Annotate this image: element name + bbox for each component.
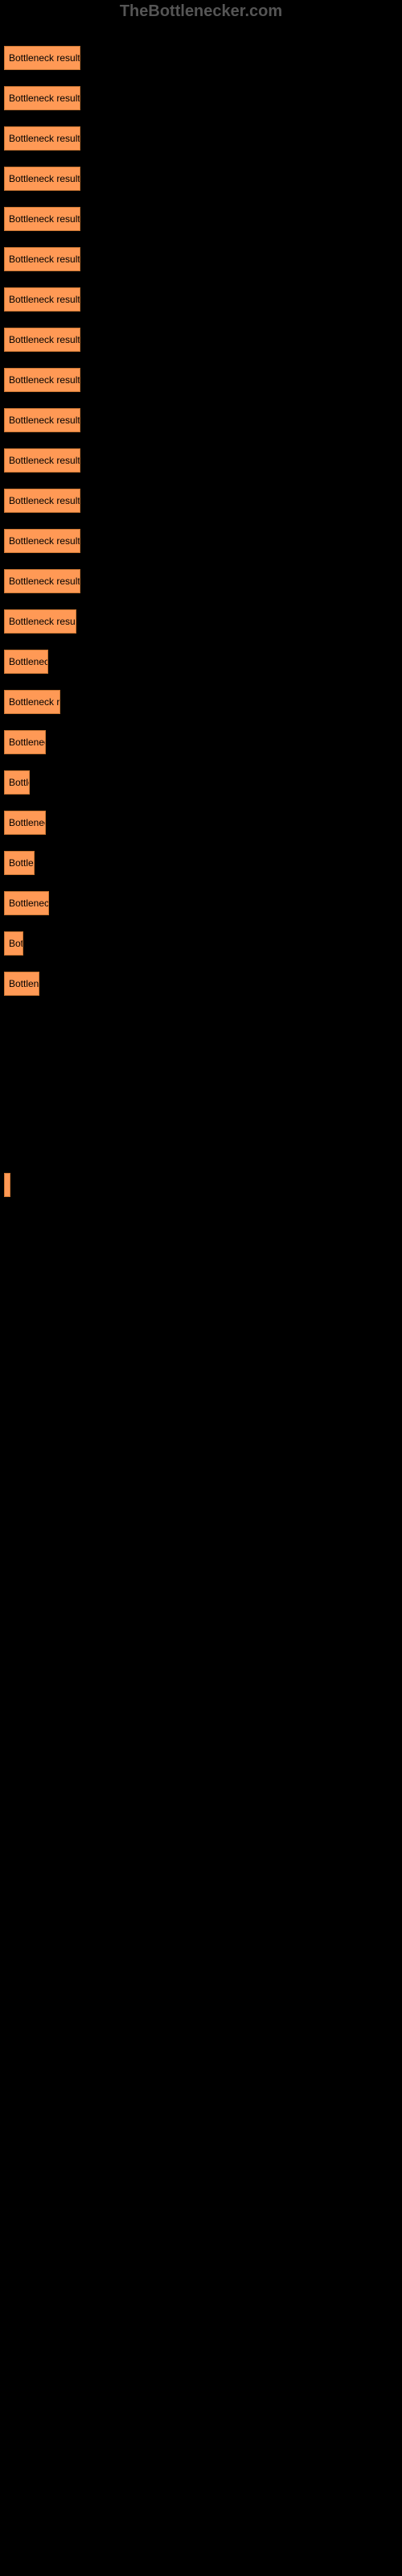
bar-20: Bottlen [4,851,35,875]
bar-22: Bott [4,931,23,956]
bar-1: Bottleneck result [4,86,80,110]
bar-chart: Bottleneck result Bottleneck result Bott… [0,23,402,1259]
bar-7: Bottleneck result [4,328,80,352]
bar-row: Bottle [0,768,402,796]
bar-row [0,1050,402,1078]
bar-row: Bottleneck result [0,486,402,514]
bar-17: Bottleneck [4,730,46,754]
bar-row: Bottleneck result [0,124,402,152]
bar-row [0,1009,402,1038]
bar-row [0,1211,402,1239]
bar-row: Bottleneck result [0,406,402,434]
bar-row: Bottleneck [0,808,402,836]
bar-row: B [0,1170,402,1199]
bar-row: Bottlene [0,969,402,997]
bar-row: Bottleneck result [0,526,402,555]
bar-21: Bottleneck [4,891,49,915]
bar-row [0,1130,402,1158]
bar-8: Bottleneck result [4,368,80,392]
bar-row: Bottleneck result [0,567,402,595]
bar-row: Bottleneck result [0,43,402,72]
bar-row: Bottleneck [0,889,402,917]
bar-13: Bottleneck result [4,569,80,593]
bar-15: Bottleneck [4,650,48,674]
bar-row: Bottleneck result [0,285,402,313]
watermark-text: TheBottlenecker.com [0,0,402,23]
bar-10: Bottleneck result [4,448,80,473]
bar-18: Bottle [4,770,30,795]
bar-0: Bottleneck result [4,46,80,70]
bar-row: Bottleneck result [0,245,402,273]
bar-row: Bottleneck result [0,365,402,394]
bar-row: Bottleneck [0,728,402,756]
bar-row: Bottleneck result [0,446,402,474]
bar-9: Bottleneck result [4,408,80,432]
bar-19: Bottleneck [4,811,46,835]
bar-11: Bottleneck result [4,489,80,513]
bar-row: Bottleneck result [0,607,402,635]
bar-row: Bottlen [0,848,402,877]
bar-6: Bottleneck result [4,287,80,312]
bar-row: Bottleneck [0,647,402,675]
bar-12: Bottleneck result [4,529,80,553]
bar-row: Bottleneck result [0,84,402,112]
bar-row: Bottleneck result [0,325,402,353]
bar-row: Bottleneck re [0,687,402,716]
bar-23: Bottlene [4,972,39,996]
bar-row: Bottleneck result [0,204,402,233]
bar-3: Bottleneck result [4,167,80,191]
bar-16: Bottleneck re [4,690,60,714]
bar-row: Bott [0,929,402,957]
bar-row: Bottleneck result [0,164,402,192]
bar-row [0,1090,402,1118]
bar-5: Bottleneck result [4,247,80,271]
bar-28: B [4,1173,10,1197]
bar-4: Bottleneck result [4,207,80,231]
bar-2: Bottleneck result [4,126,80,151]
bar-14: Bottleneck result [4,609,76,634]
